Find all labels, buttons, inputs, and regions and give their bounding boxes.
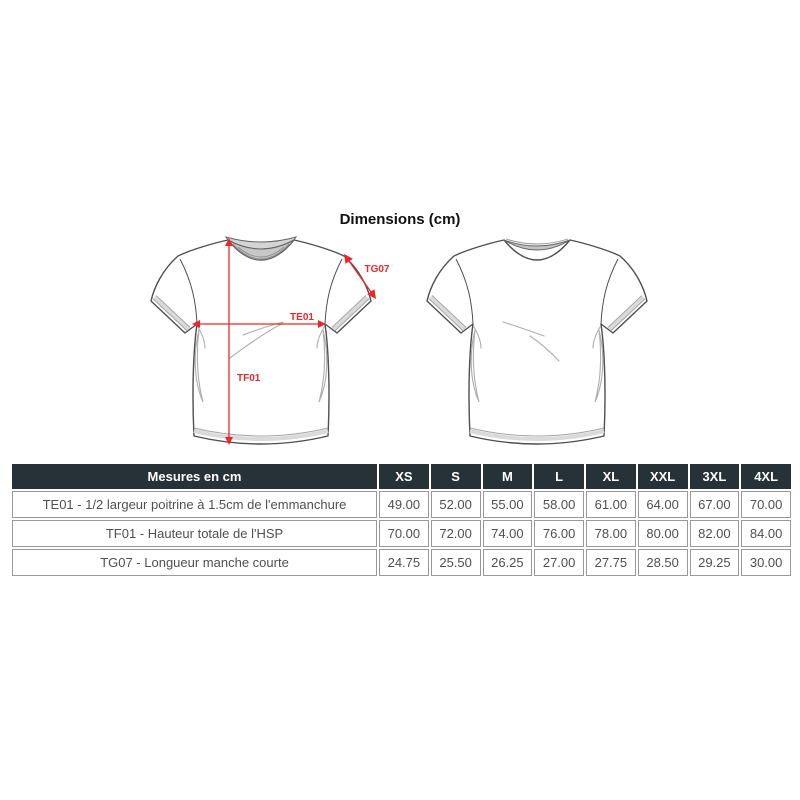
tshirt-back-collar	[503, 238, 571, 251]
tshirt-back-body	[426, 239, 648, 445]
table-header-size-m: M	[482, 464, 533, 489]
table-row-tg07: TG07 - Longueur manche courte 24.75 25.5…	[12, 549, 791, 576]
measure-label-cell: TF01 - Hauteur totale de l'HSP	[12, 520, 377, 547]
value-cell: 30.00	[741, 549, 791, 576]
value-cell: 58.00	[534, 491, 584, 518]
table-header-size-s: S	[430, 464, 481, 489]
value-cell: 84.00	[741, 520, 791, 547]
te01-label: TE01	[290, 312, 314, 323]
table-row-te01: TE01 - 1/2 largeur poitrine à 1.5cm de l…	[12, 491, 791, 518]
table-header-measures: Mesures en cm	[12, 464, 377, 489]
value-cell: 67.00	[689, 491, 740, 518]
tf01-label: TF01	[237, 373, 261, 384]
value-cell: 74.00	[482, 520, 533, 547]
tf01-dimension-arrow: TF01	[225, 238, 261, 445]
table-header-row: Mesures en cm XS S M L XL XXL 3XL 4XL	[12, 464, 791, 489]
table-header-size-3xl: 3XL	[689, 464, 740, 489]
table-header-size-xl: XL	[586, 464, 636, 489]
measurements-table: Mesures en cm XS S M L XL XXL 3XL 4XL TE…	[10, 462, 793, 578]
table-header-size-xs: XS	[379, 464, 429, 489]
tshirt-front-body	[150, 239, 372, 445]
value-cell: 64.00	[637, 491, 688, 518]
measure-label-cell: TG07 - Longueur manche courte	[12, 549, 377, 576]
value-cell: 52.00	[430, 491, 481, 518]
value-cell: 76.00	[534, 520, 584, 547]
tshirt-back-diagram	[426, 238, 648, 445]
value-cell: 26.25	[482, 549, 533, 576]
tg07-dimension-arrow: TG07	[344, 254, 390, 299]
tg07-label: TG07	[364, 264, 389, 275]
page-title: Dimensions (cm)	[339, 211, 461, 228]
value-cell: 49.00	[379, 491, 429, 518]
value-cell: 25.50	[430, 549, 481, 576]
value-cell: 28.50	[637, 549, 688, 576]
value-cell: 55.00	[482, 491, 533, 518]
table-header-size-l: L	[534, 464, 584, 489]
tshirt-front-diagram: TF01 TE01 TG07	[150, 236, 390, 445]
measure-label-cell: TE01 - 1/2 largeur poitrine à 1.5cm de l…	[12, 491, 377, 518]
value-cell: 27.00	[534, 549, 584, 576]
value-cell: 72.00	[430, 520, 481, 547]
value-cell: 78.00	[586, 520, 636, 547]
tshirt-front-collar	[224, 236, 298, 261]
table-row-tf01: TF01 - Hauteur totale de l'HSP 70.00 72.…	[12, 520, 791, 547]
te01-dimension-arrow: TE01	[192, 312, 326, 328]
value-cell: 24.75	[379, 549, 429, 576]
value-cell: 29.25	[689, 549, 740, 576]
table-header-size-xxl: XXL	[637, 464, 688, 489]
value-cell: 61.00	[586, 491, 636, 518]
value-cell: 70.00	[741, 491, 791, 518]
value-cell: 82.00	[689, 520, 740, 547]
value-cell: 80.00	[637, 520, 688, 547]
table-header-size-4xl: 4XL	[741, 464, 791, 489]
value-cell: 27.75	[586, 549, 636, 576]
value-cell: 70.00	[379, 520, 429, 547]
